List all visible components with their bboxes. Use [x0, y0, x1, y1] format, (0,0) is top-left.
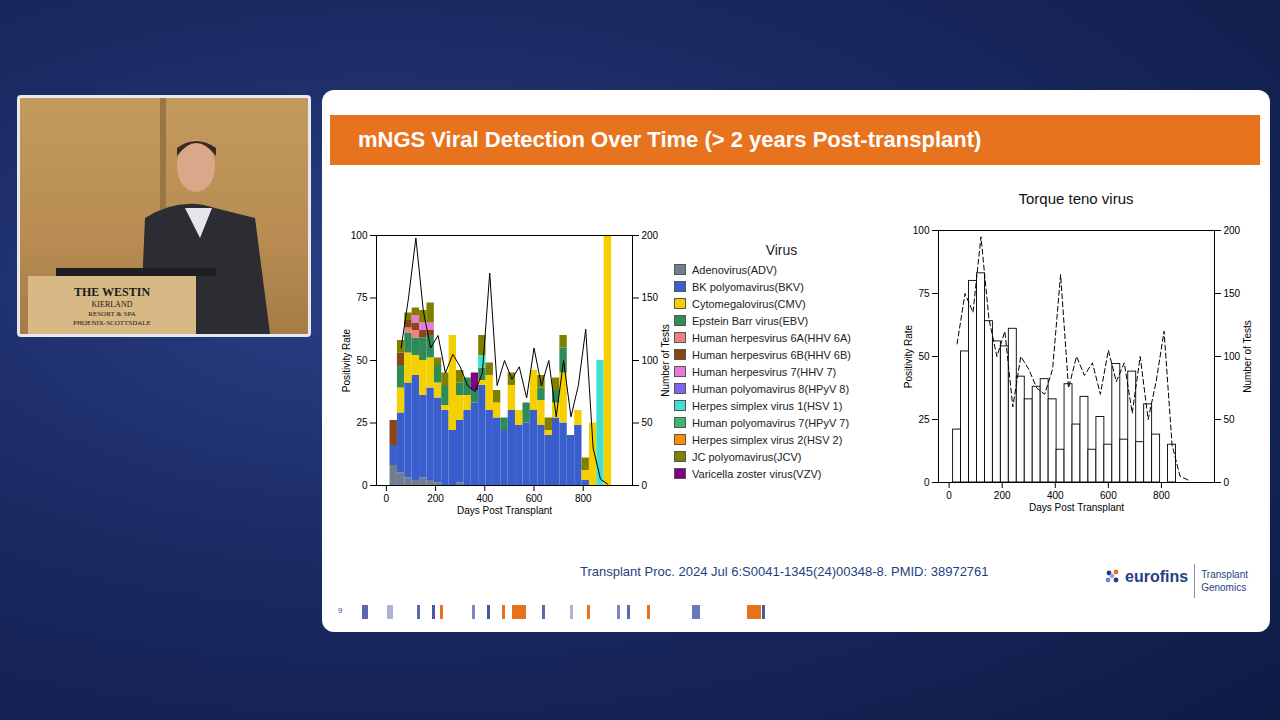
svg-text:200: 200: [427, 493, 444, 504]
html-text:JC polyomavirus(JCV): JC polyomavirus(JCV): [692, 451, 802, 463]
html-text:Human herpesvirus 6B(HHV 6B): Human herpesvirus 6B(HHV 6B): [692, 349, 851, 361]
html-text:Human herpesvirus 6A(HHV 6A): Human herpesvirus 6A(HHV 6A): [692, 332, 851, 344]
html-text:Human polyomavirus 7(HPyV 7): Human polyomavirus 7(HPyV 7): [692, 417, 850, 429]
svg-text:600: 600: [526, 493, 543, 504]
svg-text:Days Post Transplant: Days Post Transplant: [1029, 502, 1124, 513]
svg-text:50: 50: [918, 351, 930, 362]
html-text:Virus: Virus: [765, 242, 798, 258]
svg-text:0: 0: [362, 480, 368, 491]
svg-text:Positivity Rate: Positivity Rate: [903, 324, 914, 388]
svg-text:400: 400: [1047, 490, 1064, 501]
svg-text:RESORT & SPA: RESORT & SPA: [88, 310, 135, 318]
html-text:Transplant Proc. 2024 Jul 6:S0: Transplant Proc. 2024 Jul 6:S0041-1345(2…: [580, 564, 989, 579]
svg-text:Positivity Rate: Positivity Rate: [341, 328, 352, 392]
html-text:Herpes simplex virus 1(HSV 1): Herpes simplex virus 1(HSV 1): [692, 400, 843, 412]
svg-text:150: 150: [642, 292, 659, 303]
html-text:Varicella zoster virus(VZV): Varicella zoster virus(VZV): [692, 468, 822, 480]
svg-text:Number of Tests: Number of Tests: [1242, 320, 1253, 393]
svg-text:400: 400: [476, 493, 493, 504]
svg-text:200: 200: [642, 230, 659, 241]
html-text:Genomics: Genomics: [1201, 582, 1247, 593]
svg-text:Days Post Transplant: Days Post Transplant: [457, 505, 552, 516]
svg-text:150: 150: [1224, 288, 1241, 299]
svg-text:100: 100: [1224, 351, 1241, 362]
svg-text:100: 100: [351, 230, 368, 241]
html-text:BK polyomavirus(BKV): BK polyomavirus(BKV): [692, 281, 804, 293]
svg-text:0: 0: [384, 493, 390, 504]
svg-text:600: 600: [1100, 490, 1117, 501]
svg-text:100: 100: [642, 355, 659, 366]
svg-text:50: 50: [642, 417, 654, 428]
svg-text:75: 75: [356, 292, 368, 303]
svg-text:200: 200: [994, 490, 1011, 501]
html-text:Cytomegalovirus(CMV): Cytomegalovirus(CMV): [692, 298, 806, 310]
html-text:Human polyomavirus 8(HPyV 8): Human polyomavirus 8(HPyV 8): [692, 383, 850, 395]
svg-text:Number of Tests: Number of Tests: [660, 324, 671, 397]
svg-text:KIERLAND: KIERLAND: [92, 300, 133, 309]
svg-text:25: 25: [356, 417, 368, 428]
svg-text:800: 800: [1153, 490, 1170, 501]
svg-text:PHOENIX-SCOTTSDALE: PHOENIX-SCOTTSDALE: [73, 319, 151, 327]
html-text:Transplant: Transplant: [1201, 569, 1248, 580]
svg-text:50: 50: [356, 355, 368, 366]
svg-text:0: 0: [946, 490, 952, 501]
svg-text:100: 100: [913, 225, 930, 236]
html-text:Torque teno virus: Torque teno virus: [1018, 190, 1134, 207]
html-text:Herpes simplex virus 2(HSV 2): Herpes simplex virus 2(HSV 2): [692, 434, 843, 446]
svg-text:50: 50: [1224, 414, 1236, 425]
svg-text:0: 0: [924, 477, 930, 488]
html-text:Adenovirus(ADV): Adenovirus(ADV): [692, 264, 777, 276]
svg-text:0: 0: [642, 480, 648, 491]
html-text:eurofins: eurofins: [1125, 568, 1189, 585]
svg-text:THE WESTIN: THE WESTIN: [74, 285, 150, 299]
svg-text:25: 25: [918, 414, 930, 425]
svg-text:200: 200: [1224, 225, 1241, 236]
html-text:Human herpesvirus 7(HHV 7): Human herpesvirus 7(HHV 7): [692, 366, 837, 378]
html-text:mNGS Viral Detection Over Time: mNGS Viral Detection Over Time (> 2 year…: [358, 127, 982, 152]
svg-text:800: 800: [575, 493, 592, 504]
html-text:9: 9: [338, 606, 343, 615]
html-text:Epstein Barr virus(EBV): Epstein Barr virus(EBV): [692, 315, 809, 327]
svg-text:75: 75: [918, 288, 930, 299]
svg-text:0: 0: [1224, 477, 1230, 488]
